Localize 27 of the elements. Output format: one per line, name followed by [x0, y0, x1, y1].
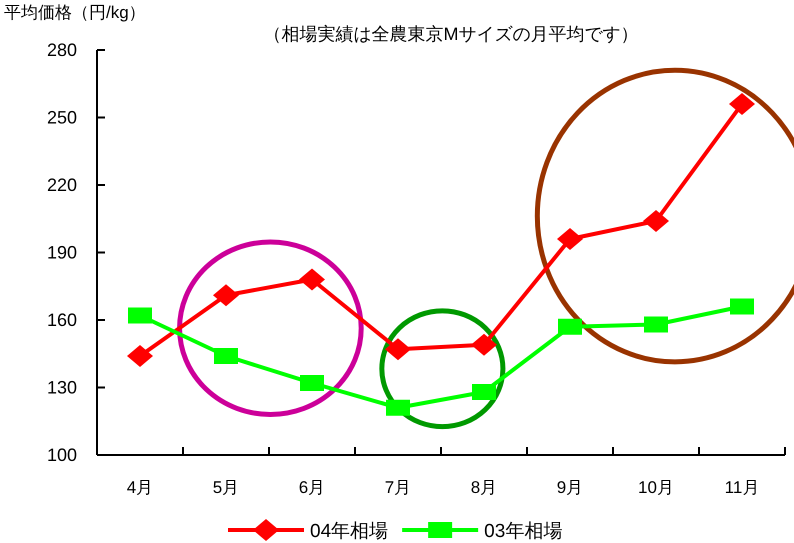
y-tick-label: 190 — [46, 242, 77, 262]
y-tick-label: 130 — [46, 378, 77, 398]
x-tick-label: 10月 — [638, 478, 674, 497]
point — [299, 268, 325, 290]
chart-subtitle: （相場実績は全農東京Mサイズの月平均です） — [264, 24, 638, 44]
point — [213, 284, 239, 306]
point — [471, 334, 497, 356]
y-tick-label: 100 — [46, 445, 77, 465]
x-tick-label: 11月 — [724, 478, 760, 497]
point — [127, 345, 153, 367]
legend-label: 03年相場 — [484, 521, 562, 542]
y-tick-label: 160 — [46, 310, 77, 330]
x-tick-label: 5月 — [212, 478, 240, 497]
y-tick-label: 250 — [46, 108, 77, 128]
x-tick-label: 4月 — [126, 478, 154, 497]
x-tick-label: 6月 — [298, 478, 326, 497]
y-tick-label: 220 — [46, 175, 77, 195]
point — [643, 210, 669, 232]
y-axis-title: 平均価格（円/kg） — [4, 3, 146, 22]
point — [385, 338, 411, 360]
legend-label: 04年相場 — [310, 521, 388, 542]
point — [729, 93, 755, 115]
x-tick-label: 9月 — [556, 478, 584, 497]
x-tick-label: 7月 — [384, 478, 412, 497]
y-tick-label: 280 — [46, 40, 77, 60]
point — [557, 228, 583, 250]
x-tick-label: 8月 — [470, 478, 498, 497]
